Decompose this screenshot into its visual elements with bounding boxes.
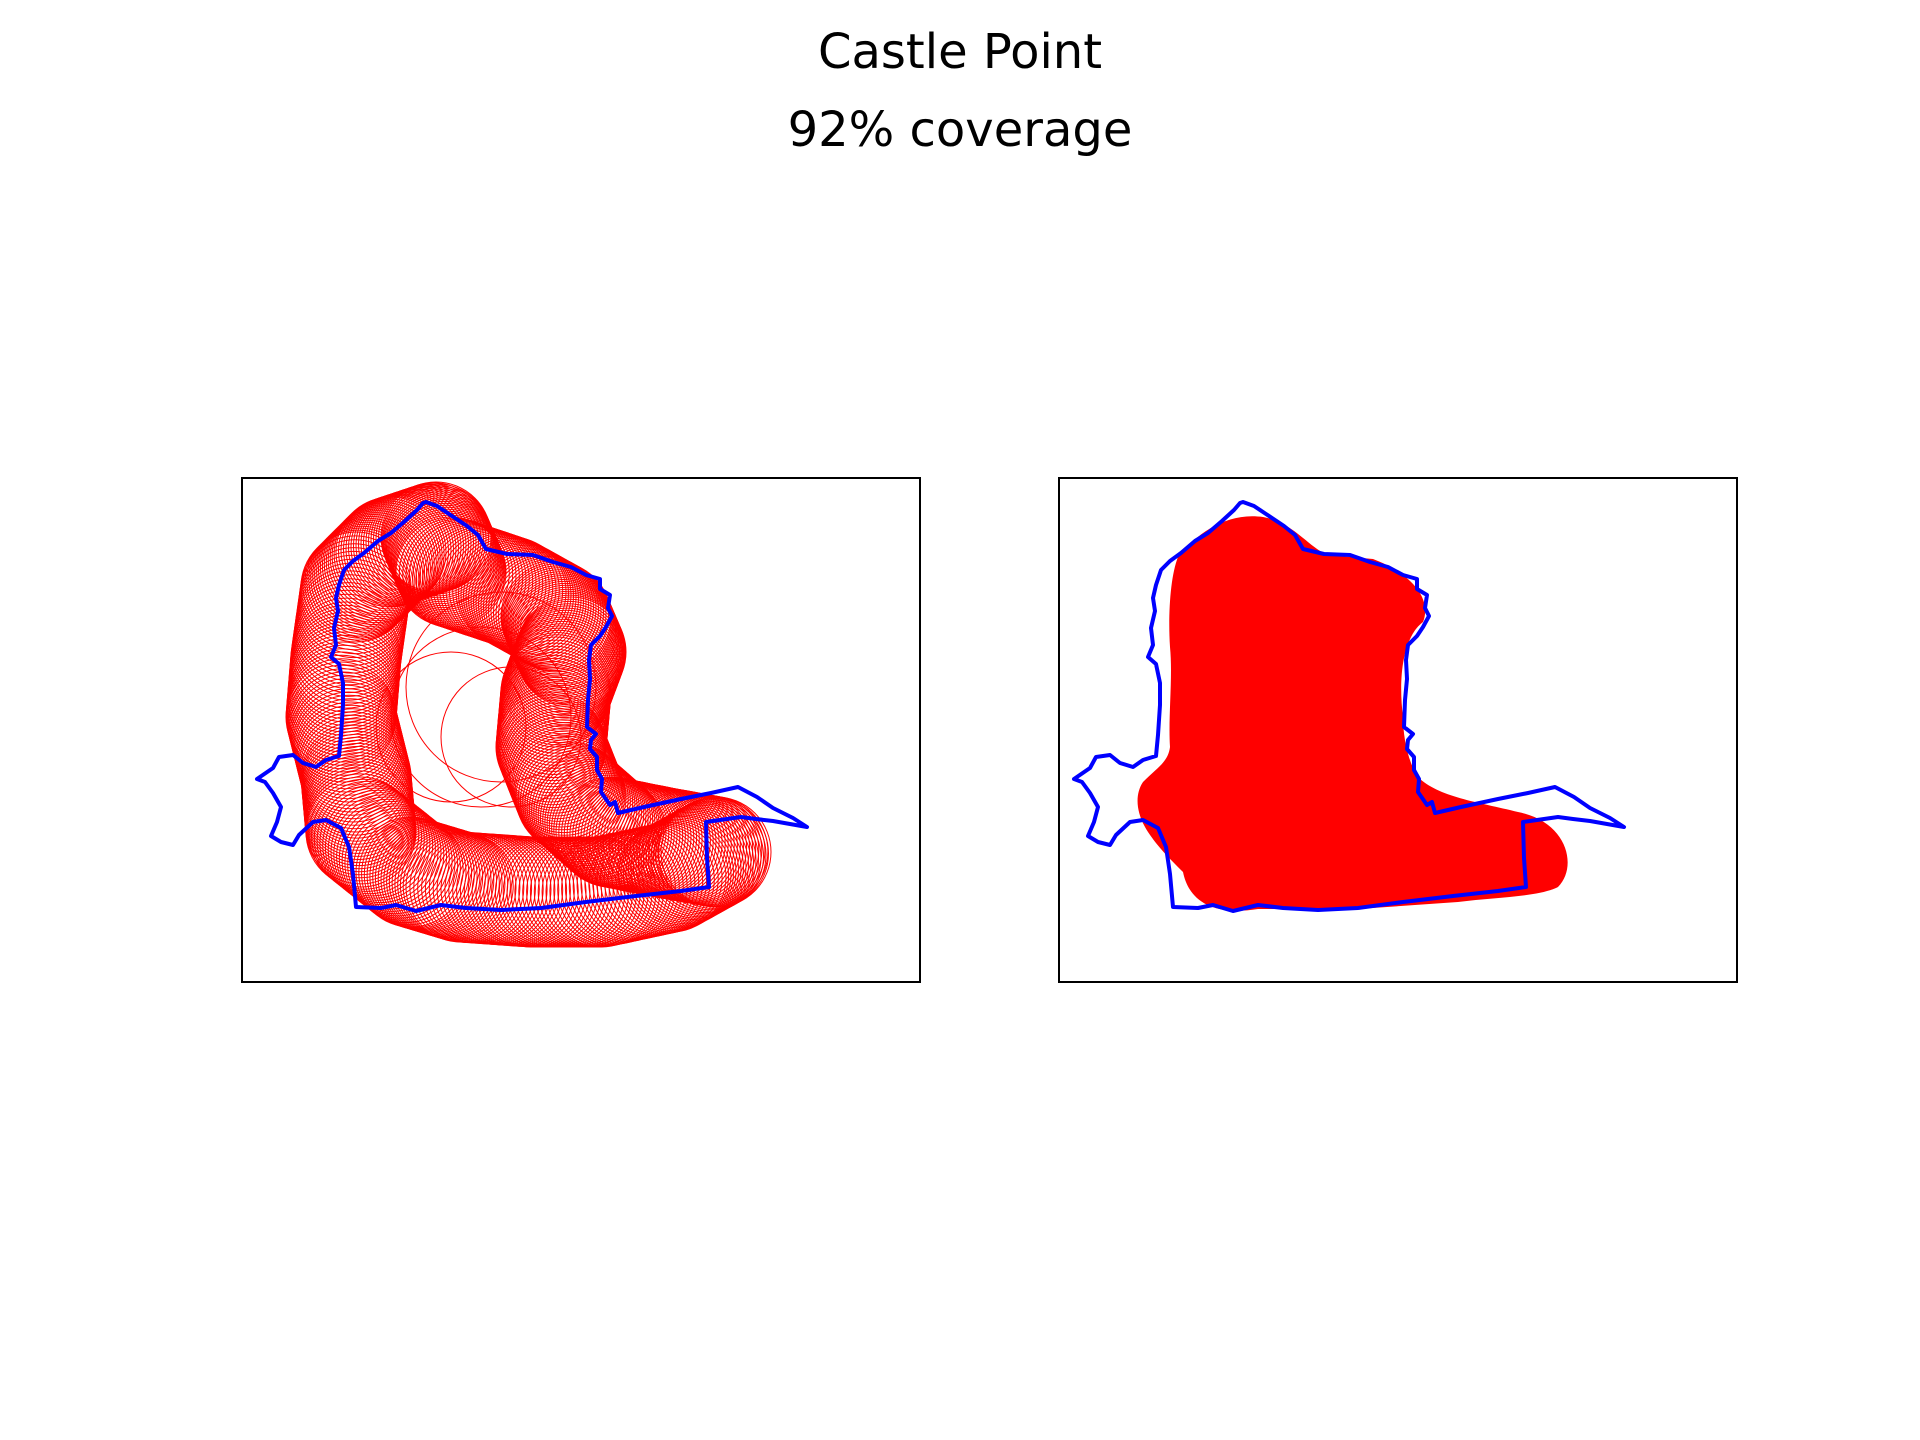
boundary-outline	[1072, 500, 1626, 913]
coverage-circle	[353, 490, 464, 602]
coverage-circle	[564, 832, 676, 944]
coverage-circle	[327, 504, 439, 616]
coverage-union-shape	[1137, 516, 1568, 911]
coverage-circle	[473, 546, 584, 658]
coverage-circle	[373, 484, 484, 595]
coverage-circle	[660, 796, 772, 908]
coverage-circle	[341, 805, 453, 917]
figure-title: Castle Point	[817, 24, 1103, 80]
coverage-circle	[389, 502, 501, 614]
coverage-circle	[316, 515, 428, 627]
coverage-circle	[300, 531, 412, 643]
coverage-circle	[366, 819, 478, 931]
coverage-circle	[314, 517, 426, 629]
axes-frame	[1058, 477, 1738, 983]
boundary-outline	[255, 500, 809, 913]
coverage-circle	[304, 527, 416, 639]
coverage-circle	[508, 579, 619, 690]
coverage-circle	[355, 489, 467, 601]
coverage-union-panel	[1058, 477, 1738, 983]
coverage-circle	[308, 778, 420, 890]
coverage-circle	[378, 482, 489, 594]
coverage-circle	[310, 521, 422, 633]
coverage-circle	[511, 586, 623, 698]
coverage-circle	[319, 512, 431, 624]
coverage-union-fill	[1137, 516, 1568, 911]
coverage-circle	[503, 567, 614, 679]
coverage-circle	[288, 674, 400, 786]
coverage-circle	[375, 483, 487, 595]
coverage-circle	[635, 810, 747, 922]
coverage-circle	[348, 492, 459, 604]
coverage-circle	[327, 794, 439, 906]
coverage-circle	[507, 577, 619, 689]
coverage-circle	[653, 800, 764, 912]
coverage-circle	[625, 815, 737, 927]
coverage-circle	[388, 499, 499, 610]
coverage-circle	[533, 757, 645, 869]
coverage-circle	[312, 519, 424, 631]
coverage-circle	[405, 591, 597, 783]
coverage-circle	[288, 671, 399, 783]
coverage-circle	[375, 651, 527, 803]
coverage-circle	[344, 807, 456, 919]
coverage-circle	[553, 834, 665, 946]
coverage-circle	[368, 485, 479, 597]
coverage-circle	[360, 488, 472, 600]
coverage-circle	[358, 489, 469, 600]
coverage-circle	[393, 510, 504, 622]
coverage-circle	[510, 584, 622, 696]
coverage-circle	[382, 485, 494, 597]
coverage-circle	[657, 795, 769, 907]
coverage-circles	[285, 481, 772, 948]
coverage-circle	[291, 684, 403, 796]
figure-subtitle: 92% coverage	[787, 102, 1133, 158]
coverage-circle	[363, 487, 474, 599]
coverage-circle	[513, 603, 624, 715]
coverage-circle	[313, 783, 425, 895]
coverage-circle	[308, 523, 420, 635]
coverage-circle	[374, 822, 486, 934]
coverage-circle	[502, 565, 614, 677]
coverage-circle	[390, 626, 572, 808]
axes-frame	[241, 477, 921, 983]
coverage-circle	[369, 820, 481, 932]
coverage-circle	[325, 506, 437, 618]
coverage-circle	[511, 607, 623, 719]
coverage-circle	[350, 491, 462, 603]
coverage-circle	[468, 543, 579, 655]
coverage-circle	[648, 803, 759, 915]
coverage-circles-panel	[241, 477, 921, 983]
coverage-circle	[324, 792, 436, 904]
coverage-circle	[535, 759, 647, 870]
coverage-circle	[475, 547, 587, 659]
coverage-circle	[440, 666, 582, 808]
coverage-circle	[336, 800, 448, 912]
coverage-circle	[365, 486, 477, 598]
